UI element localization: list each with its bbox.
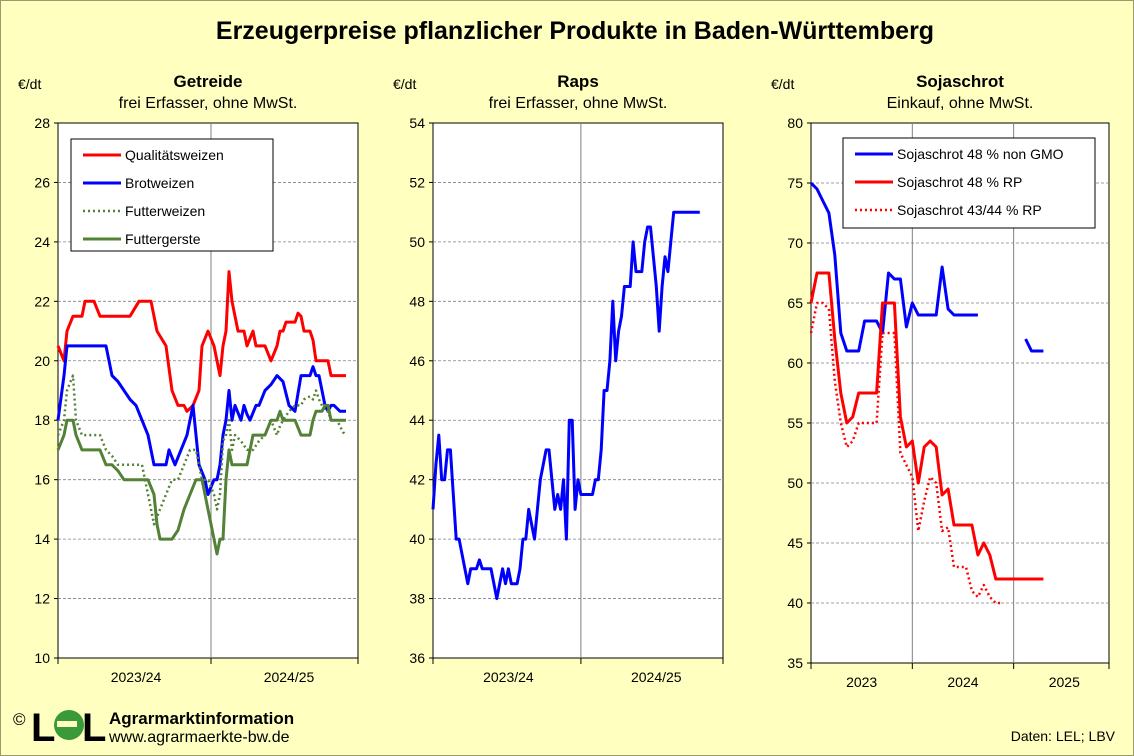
legend-label: Sojaschrot 48 % non GMO — [897, 146, 1064, 162]
series-line-1 — [809, 181, 1044, 353]
footer-url: www.agrarmaerkte-bw.de — [108, 729, 290, 746]
panel-title: Raps — [557, 72, 599, 91]
x-category-label: 2024 — [947, 674, 978, 690]
y-tick-label: 35 — [787, 655, 803, 671]
chart-panel-3: 35 40 45 50 55 60 65 70 75 80 2023 2024 2025 Sojaschr… — [771, 72, 1110, 690]
footer: © L L Agrarmarktinformation www.agrarmae… — [13, 706, 1116, 750]
y-tick-label: 42 — [409, 472, 425, 488]
y-tick-label: 40 — [409, 531, 425, 547]
y-tick-label: 80 — [787, 115, 803, 131]
footer-org: Agrarmarktinformation — [109, 709, 294, 728]
y-axis-unit: €/dt — [18, 76, 41, 92]
y-tick-label: 48 — [409, 293, 425, 309]
series-line-3 — [809, 301, 1002, 605]
y-tick-label: 70 — [787, 235, 803, 251]
y-tick-label: 40 — [787, 595, 803, 611]
y-tick-label: 18 — [34, 412, 50, 428]
series-line-4 — [56, 403, 346, 556]
legend: Sojaschrot 48 % non GMO Sojaschrot 48 % R… — [842, 137, 1096, 229]
y-tick-label: 46 — [409, 353, 425, 369]
panel-subtitle: frei Erfasser, ohne MwSt. — [489, 95, 668, 112]
chart-panels: 10 12 14 16 18 20 22 24 26 28 2023/24 2024/25 Getrei… — [18, 72, 1110, 690]
y-tick-label: 50 — [787, 475, 803, 491]
series-line-2 — [809, 271, 1044, 581]
y-tick-label: 45 — [787, 535, 803, 551]
x-category-label: 2024/25 — [631, 669, 682, 685]
logo-bar-icon — [57, 721, 77, 727]
legend-label: Futtergerste — [125, 231, 201, 247]
x-category-label: 2023 — [846, 674, 877, 690]
series-line-1 — [431, 210, 700, 601]
logo-letter-left: L — [31, 706, 55, 750]
y-tick-label: 75 — [787, 175, 803, 191]
y-tick-label: 50 — [409, 234, 425, 250]
y-tick-label: 38 — [409, 591, 425, 607]
copyright-symbol: © — [13, 710, 26, 729]
y-tick-label: 10 — [34, 650, 50, 666]
series-line-2 — [56, 344, 346, 496]
legend-label: Sojaschrot 43/44 % RP — [897, 202, 1042, 218]
panel-title: Sojaschrot — [916, 72, 1004, 91]
plot-area — [432, 122, 724, 659]
legend: Qualitätsweizen Brotweizen Futterweizen Fut… — [70, 138, 274, 252]
y-tick-label: 65 — [787, 295, 803, 311]
logo-letter-right: L — [82, 706, 106, 750]
x-category-label: 2023/24 — [483, 669, 534, 685]
x-category-label: 2025 — [1049, 674, 1080, 690]
chart-panel-1: 10 12 14 16 18 20 22 24 26 28 2023/24 2024/25 Getrei… — [18, 72, 359, 685]
y-tick-label: 52 — [409, 174, 425, 190]
y-tick-label: 28 — [34, 115, 50, 131]
y-tick-label: 14 — [34, 531, 50, 547]
y-tick-label: 55 — [787, 415, 803, 431]
y-tick-label: 44 — [409, 412, 425, 428]
x-category-label: 2023/24 — [111, 669, 162, 685]
y-tick-label: 36 — [409, 650, 425, 666]
legend-label: Brotweizen — [125, 175, 194, 191]
legend-label: Sojaschrot 48 % RP — [897, 174, 1022, 190]
legend-label: Futterweizen — [125, 203, 205, 219]
chart-panel-2: 36 38 40 42 44 46 48 50 52 54 2023/24 2024/25 Raps fr… — [393, 72, 724, 685]
y-axis-unit: €/dt — [393, 76, 416, 92]
y-tick-label: 54 — [409, 115, 425, 131]
lel-logo: L L — [31, 706, 106, 750]
y-axis-unit: €/dt — [771, 76, 794, 92]
y-tick-label: 16 — [34, 472, 50, 488]
main-title: Erzeugerpreise pflanzlicher Produkte in … — [216, 17, 934, 45]
y-tick-label: 60 — [787, 355, 803, 371]
y-tick-label: 24 — [34, 234, 50, 250]
series-line-1 — [56, 270, 346, 413]
panel-subtitle: Einkauf, ohne MwSt. — [887, 95, 1034, 112]
footer-source: Daten: LEL; LBV — [1011, 728, 1116, 744]
legend-box — [70, 138, 274, 252]
x-category-label: 2024/25 — [264, 669, 315, 685]
y-tick-label: 26 — [34, 174, 50, 190]
legend-label: Qualitätsweizen — [125, 147, 224, 163]
panel-title: Getreide — [174, 72, 243, 91]
y-tick-label: 22 — [34, 293, 50, 309]
y-tick-label: 12 — [34, 591, 50, 607]
panel-subtitle: frei Erfasser, ohne MwSt. — [119, 95, 298, 112]
y-tick-label: 20 — [34, 353, 50, 369]
